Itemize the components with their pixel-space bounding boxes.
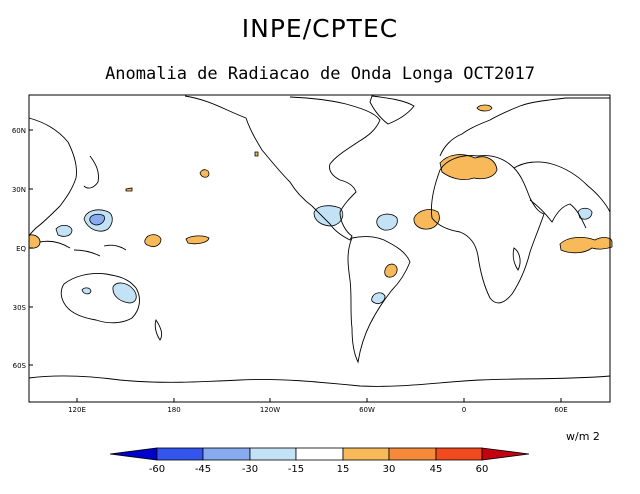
negative-anomaly-central-america — [313, 205, 344, 227]
colorbar-label-8: 60 — [476, 464, 489, 475]
coastline-north-america — [184, 95, 381, 241]
colorbar-label-5: 15 — [337, 464, 350, 475]
lon-label-60w: 60W — [359, 406, 375, 414]
colorbar-labels: -60 -45 -30 -15 15 30 45 60 — [149, 464, 489, 475]
chart-title: INPE/CPTEC — [241, 14, 399, 43]
colorbar-label-3: -30 — [242, 464, 258, 475]
colorbar-segment-4 — [295, 447, 344, 461]
coastline-arabia — [529, 199, 587, 229]
coastline-greenland — [369, 95, 415, 125]
lat-label-60n: 60N — [12, 127, 26, 135]
coastline-madagascar — [512, 247, 521, 271]
lon-label-120e: 120E — [68, 406, 86, 414]
positive-anomaly-north-atlantic — [476, 104, 493, 112]
lat-label-30s: 30S — [13, 304, 27, 312]
colorbar-left-arrow — [109, 447, 158, 461]
positive-anomaly-north-africa — [439, 154, 498, 180]
negative-anomaly-caribbean — [376, 213, 398, 231]
longitude-labels: 120E 180 120W 60W 0 60E — [68, 406, 568, 414]
positive-anomaly-pacific-north — [199, 169, 210, 178]
coastline-south-america — [347, 236, 411, 364]
negative-anomaly-arabia — [577, 207, 593, 220]
coastline-europe — [439, 97, 610, 157]
colorbar-units: w/m 2 — [566, 430, 600, 443]
negative-anomaly-australia-west — [81, 287, 92, 295]
latitude-labels: 60N 30N EQ 30S 60S — [12, 127, 27, 370]
colorbar-segment-3 — [249, 447, 297, 461]
colorbar-segment-7 — [435, 447, 483, 461]
positive-anomaly-west-africa — [413, 209, 440, 230]
positive-anomalies — [28, 104, 613, 278]
negative-anomalies — [55, 205, 593, 304]
colorbar-segment-2 — [202, 447, 251, 461]
lon-label-60e: 60E — [554, 406, 567, 414]
map-frame — [29, 95, 610, 402]
negative-anomaly-west-pacific-core — [89, 213, 105, 226]
negative-anomaly-south-atlantic — [371, 292, 386, 304]
coastline-east-asia — [28, 117, 77, 237]
lat-label-60s: 60S — [13, 362, 27, 370]
lon-label-0: 0 — [462, 406, 466, 414]
colorbar-label-4: -15 — [288, 464, 304, 475]
colorbar-segment-6 — [388, 447, 437, 461]
colorbar-label-1: -60 — [149, 464, 165, 475]
colorbar-right-arrow — [481, 447, 530, 461]
lon-label-180: 180 — [167, 406, 180, 414]
colorbar — [109, 447, 530, 461]
negative-anomaly-philippines — [55, 224, 73, 237]
colorbar-label-6: 30 — [383, 464, 396, 475]
lat-label-30n: 30N — [12, 186, 26, 194]
colorbar-label-2: -45 — [195, 464, 211, 475]
colorbar-label-7: 45 — [430, 464, 443, 475]
positive-anomaly-europe-small — [254, 151, 259, 157]
coastlines — [28, 95, 611, 387]
coastline-japan — [83, 155, 99, 189]
positive-anomaly-pacific-west — [144, 234, 162, 247]
positive-anomaly-indian-ocean — [559, 236, 613, 254]
colorbar-segment-1 — [156, 447, 204, 461]
positive-anomaly-brazil — [384, 263, 398, 278]
positive-anomaly-small-north — [125, 187, 133, 192]
lon-label-120w: 120W — [260, 406, 280, 414]
coastline-antarctica — [28, 375, 611, 387]
lat-label-eq: EQ — [16, 245, 26, 253]
negative-anomaly-australia — [112, 282, 137, 304]
coastline-asia — [513, 161, 611, 213]
coastline-new-zealand — [154, 318, 163, 341]
positive-anomaly-pacific-central — [185, 235, 210, 245]
coastline-australia — [60, 273, 140, 324]
colorbar-segment-5 — [342, 447, 390, 461]
chart-subtitle: Anomalia de Radiacao de Onda Longa OCT20… — [105, 64, 535, 84]
coastline-africa — [431, 155, 545, 304]
axis-ticks — [29, 129, 562, 402]
coastline-indonesia — [39, 240, 127, 257]
